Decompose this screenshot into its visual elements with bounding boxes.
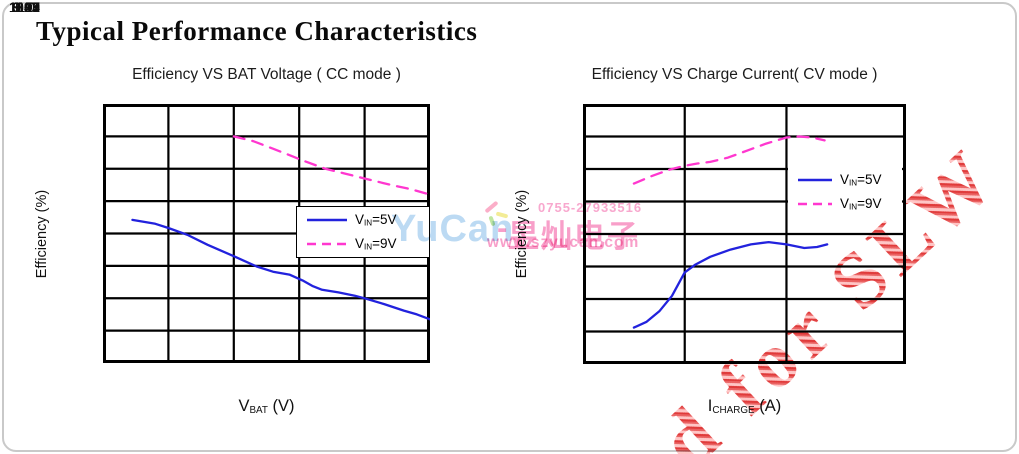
legend-label: VIN=9V	[355, 236, 397, 252]
y-tick-label: 100	[17, 0, 40, 15]
legend-item: VIN=5V	[788, 169, 902, 191]
y-tick-label: 98	[24, 0, 40, 15]
legend-line-dashed-icon	[307, 242, 347, 246]
watermark-dash: -	[497, 210, 508, 245]
y-tick-label: 98	[24, 0, 40, 15]
y-tick-label: 95	[24, 0, 40, 15]
chart-cc-x-axis-title: VBAT (V)	[238, 397, 295, 416]
y-tick-label: 92	[24, 0, 40, 15]
legend-line-dashed-icon	[798, 202, 832, 206]
y-tick-label: 96	[24, 0, 40, 15]
legend-label: VIN=9V	[840, 196, 882, 212]
chart-cv-y-axis-title: Efficiency (%)	[514, 189, 530, 279]
legend-item: VIN=5V	[297, 209, 429, 231]
y-tick-label: 97	[24, 0, 40, 15]
x-tick-label: 11.0	[9, 0, 35, 15]
legend-item: VIN=9V	[297, 233, 429, 255]
y-tick-label: 94	[24, 0, 40, 15]
y-tick-label: 90	[24, 0, 40, 15]
chart-cv-plot-area	[583, 104, 906, 364]
x-tick-label: 0.0	[12, 0, 32, 15]
legend-line-solid-icon	[798, 178, 832, 182]
x-tick-label: 0.4	[12, 0, 32, 15]
x-tick-label: 1.2	[12, 0, 32, 15]
x-tick-label: 13.0	[8, 0, 36, 15]
page-title: Typical Performance Characteristics	[36, 16, 478, 46]
chart-cv-title: Efficiency VS Charge Current( CV mode )	[591, 66, 878, 83]
sparkle-icon	[495, 211, 509, 219]
y-tick-label: 92	[24, 0, 40, 15]
y-tick-label: 95	[24, 0, 40, 15]
y-tick-label: 99	[24, 0, 40, 15]
sparkle-icon	[488, 215, 496, 227]
legend-label: VIN=5V	[355, 212, 397, 228]
x-tick-label: 12.0	[8, 0, 36, 15]
legend-line-solid-icon	[307, 218, 347, 222]
sparkle-icon	[484, 200, 499, 214]
y-tick-label: 97	[24, 0, 40, 15]
chart-cv-x-axis-title: ICHARGE (A)	[707, 397, 782, 416]
chart-cc-y-axis-title: Efficiency (%)	[34, 189, 50, 278]
chart-cv-legend: VIN=5V VIN=9V	[788, 166, 902, 218]
y-tick-label: 91	[24, 0, 40, 15]
y-tick-label: 93	[24, 0, 40, 15]
chart-cc-title: Efficiency VS BAT Voltage ( CC mode )	[132, 66, 401, 83]
chart-cc-legend: VIN=5V VIN=9V	[296, 206, 430, 258]
x-tick-label: 10.0	[8, 0, 36, 15]
legend-item: VIN=9V	[788, 193, 902, 215]
legend-label: VIN=5V	[840, 172, 882, 188]
y-tick-label: 94	[24, 0, 40, 15]
y-tick-label: 96	[24, 0, 40, 15]
y-tick-label: 93	[24, 0, 40, 15]
x-tick-label: 0.8	[12, 0, 32, 15]
x-tick-label: 9.0	[12, 0, 32, 15]
x-tick-label: 8.0	[12, 0, 32, 15]
